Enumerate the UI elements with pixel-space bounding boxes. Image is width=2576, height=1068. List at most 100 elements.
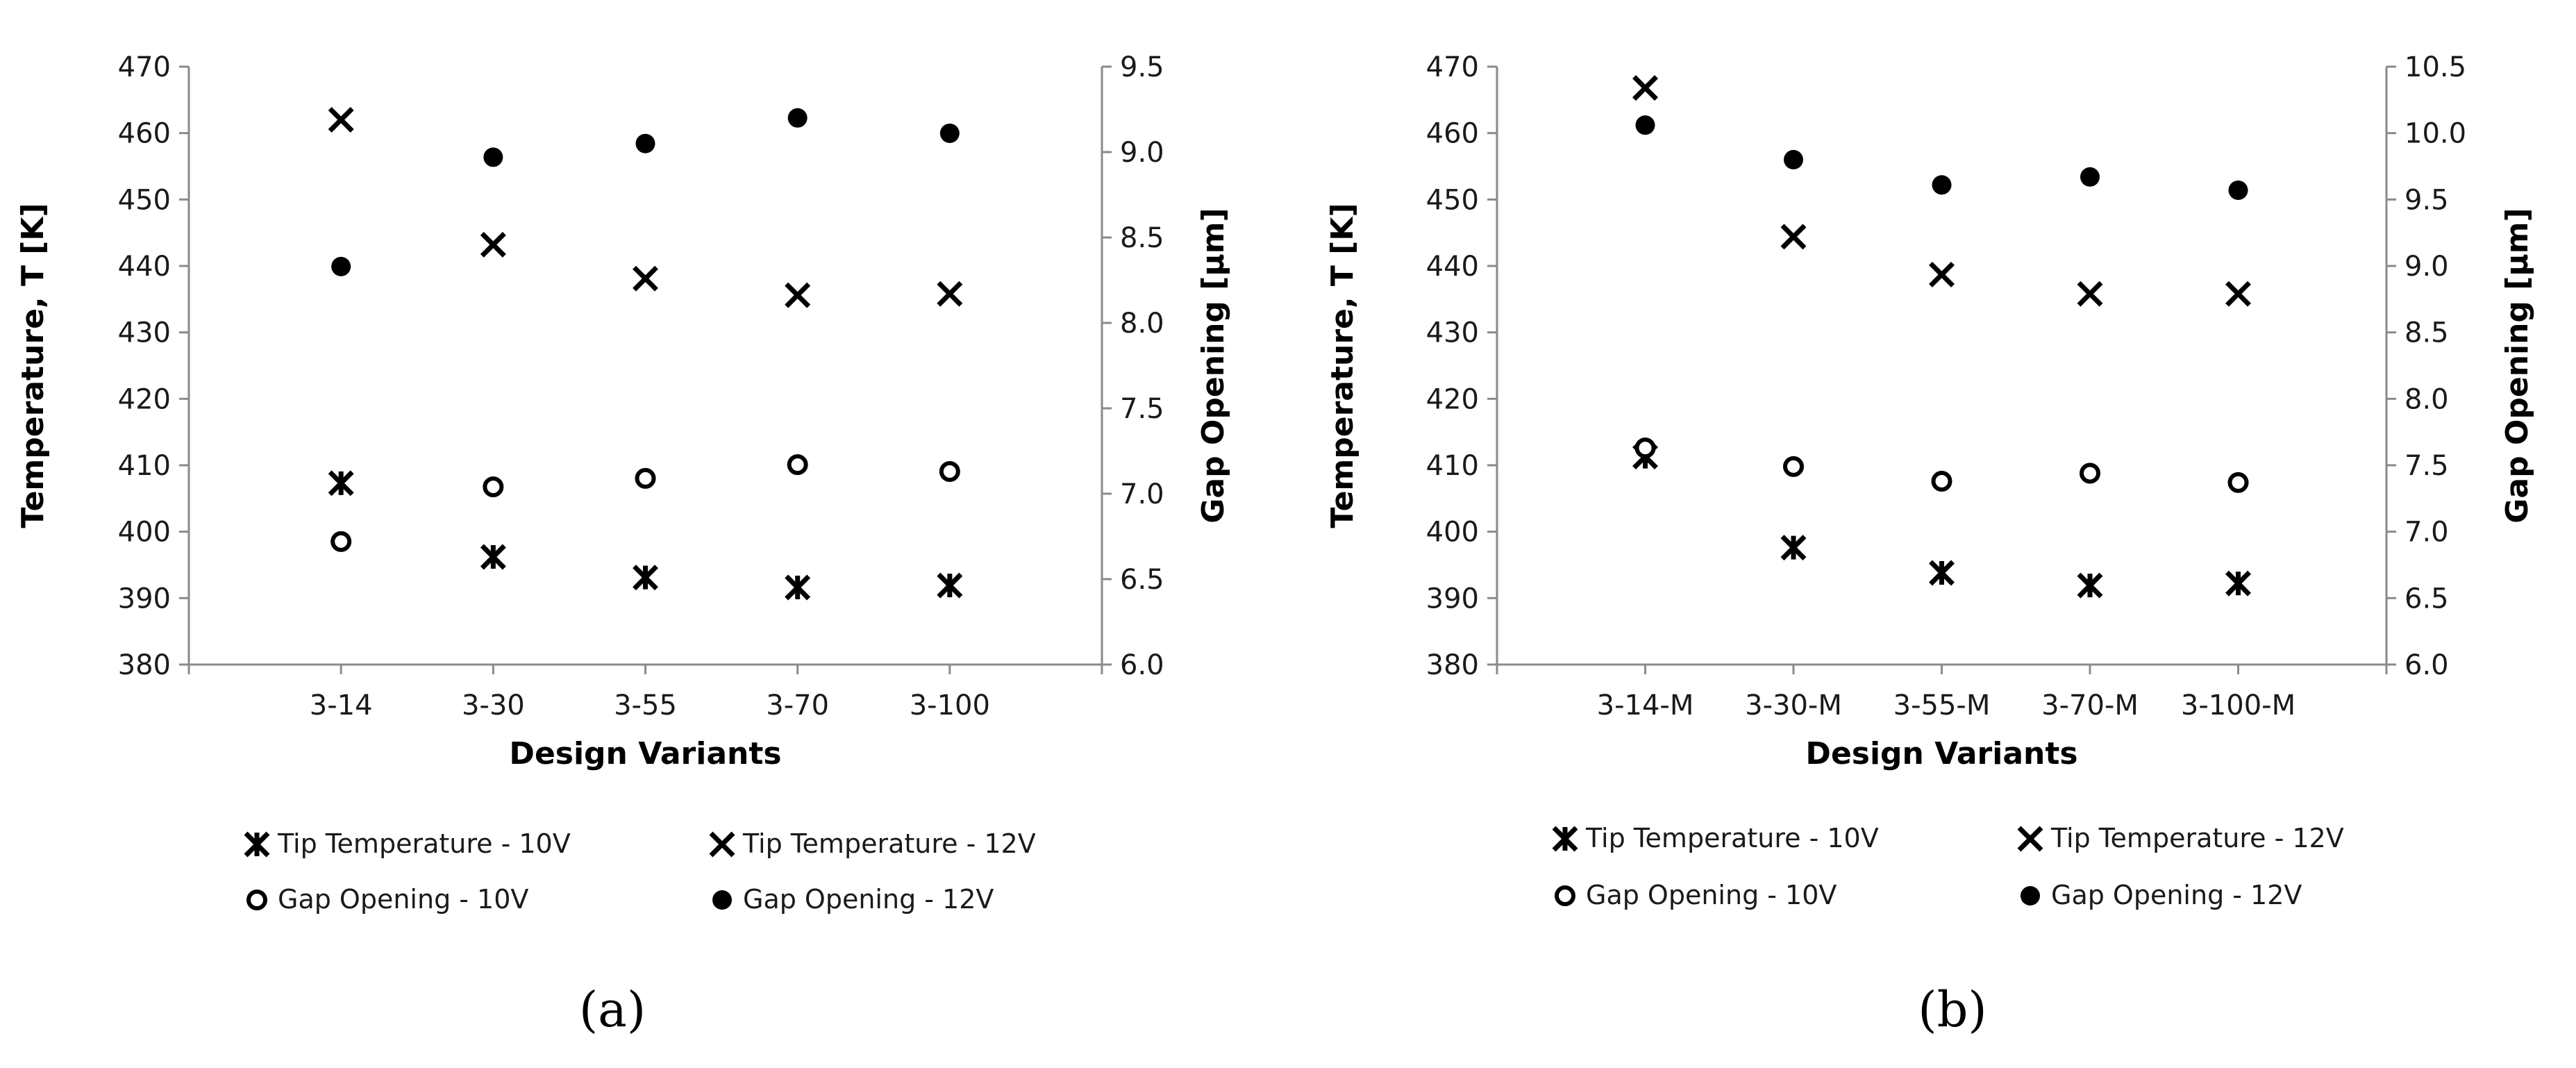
legend-item: Tip Temperature - 10V [1552,823,1879,853]
series-circle-filled [331,108,960,276]
data-point-circle-open [1783,456,1804,477]
data-point-x [1780,224,1807,250]
legend-item: Gap Opening - 12V [2021,880,2302,910]
y-tick-label: 470 [118,51,171,83]
data-point-x [1929,261,1955,287]
y-tick-label: 470 [1426,51,1479,83]
legend-label: Gap Opening - 12V [743,884,994,915]
legend-item: Gap Opening - 10V [1555,880,1837,910]
y-tick-label: 460 [118,118,171,150]
x-tick-label: 3-30 [462,690,525,721]
legend-item: Gap Opening - 10V [246,884,528,915]
y2-tick-label: 6.0 [2404,649,2449,681]
data-point-x [2225,281,2251,307]
data-point-circle-filled [2080,167,2100,187]
y-tick-label: 410 [118,450,171,482]
legend-label: Gap Opening - 10V [1586,880,1837,910]
y-tick-label: 380 [118,649,171,681]
data-point-x [937,281,963,307]
data-point-circle-open [1931,470,1952,492]
data-point-asterisk [1780,535,1807,561]
legend-label: Tip Temperature - 10V [1585,823,1879,853]
chart-panel-1: 380 390 400 410 420 430 440 450 460 470 6.0 6.5 7.0 7… [15,51,1231,1038]
y-tick-label: 410 [1426,450,1479,482]
x-tick-label: 3-30-M [1745,690,1842,721]
y-tick-label: 430 [1426,317,1479,349]
series-circle-open [331,454,960,552]
data-point-x [785,282,811,308]
y2-tick-label: 10.0 [2404,118,2466,150]
x-axis-title: Design Variants [509,736,781,771]
data-point-x [328,107,354,133]
legend-marker-asterisk [244,831,270,858]
data-point-asterisk [937,572,963,599]
x-axis-title: Design Variants [1805,736,2077,771]
legend-label: Gap Opening - 10V [278,884,528,915]
x-tick-label: 3-100 [910,690,990,721]
data-point-x [480,231,506,258]
y-axis-title: Temperature, T [K] [15,203,51,528]
y2-tick-label: 10.5 [2404,51,2466,83]
data-point-circle-filled [483,147,503,167]
data-point-circle-open [635,467,656,489]
y2-tick-label: 9.0 [1120,137,1164,169]
y2-tick-label: 7.0 [2404,517,2449,549]
data-point-circle-open [1634,437,1656,459]
data-point-circle-open [787,454,808,476]
legend-label: Gap Opening - 12V [2051,880,2302,910]
data-point-asterisk [633,565,658,591]
y-tick-label: 380 [1426,649,1479,681]
data-point-asterisk [328,470,354,497]
series-asterisk [1632,444,2251,599]
legend-item: Tip Temperature - 12V [709,828,1036,859]
legend-label: Tip Temperature - 10V [277,828,571,859]
panel-label: (a) [579,981,646,1038]
y2-tick-label: 7.0 [1120,478,1164,510]
data-point-circle-filled [787,108,808,128]
y2-tick-label: 8.0 [1120,308,1164,340]
panel-label: (b) [1918,981,1987,1038]
y-tick-label: 390 [118,583,171,615]
x-tick-label: 3-70-M [2041,690,2139,721]
legend-item: Gap Opening - 12V [712,884,994,915]
data-point-asterisk [1929,560,1955,586]
y-tick-label: 400 [1426,517,1479,549]
x-tick-label: 3-14-M [1597,690,1694,721]
y-tick-label: 420 [1426,383,1479,415]
data-point-asterisk [480,544,506,570]
data-point-circle-open [483,476,504,498]
data-point-circle-filled [939,123,960,143]
chart-panel-2: 380 390 400 410 420 430 440 450 460 470 6.0 6.5 7.0 7… [1325,51,2535,1038]
series-x [328,107,963,308]
data-point-asterisk [2225,570,2251,596]
data-point-circle-open [331,531,352,552]
y-tick-label: 460 [1426,118,1479,150]
legend-item: Tip Temperature - 10V [244,828,571,859]
series-circle-open [1634,437,2249,493]
legend-marker-x [709,831,735,858]
data-point-circle-open [939,461,960,483]
y2-tick-label: 9.0 [2404,251,2449,283]
legend-marker-circle-open [1555,885,1575,906]
legend-label: Tip Temperature - 12V [742,828,1036,859]
y-tick-label: 450 [1426,184,1479,216]
legend-marker-asterisk [1552,826,1578,852]
data-point-asterisk [785,574,811,601]
legend-label: Tip Temperature - 12V [2050,823,2344,853]
x-tick-label: 3-100-M [2181,690,2295,721]
y-tick-label: 390 [1426,583,1479,615]
y2-tick-label: 9.5 [1120,51,1164,83]
data-point-circle-filled [1635,115,1655,135]
legend-marker-circle-filled [2021,886,2040,906]
data-point-circle-filled [1784,149,1803,169]
y2-tick-label: 9.5 [2404,184,2449,216]
data-point-x [1632,75,1658,101]
y-tick-label: 440 [118,251,171,283]
y-tick-label: 430 [118,317,171,349]
data-point-circle-open [2080,462,2100,484]
legend-marker-x [2017,826,2043,852]
y2-tick-label: 7.5 [2404,450,2449,482]
data-point-x [2077,281,2103,307]
y2-tick-label: 8.0 [2404,383,2449,415]
